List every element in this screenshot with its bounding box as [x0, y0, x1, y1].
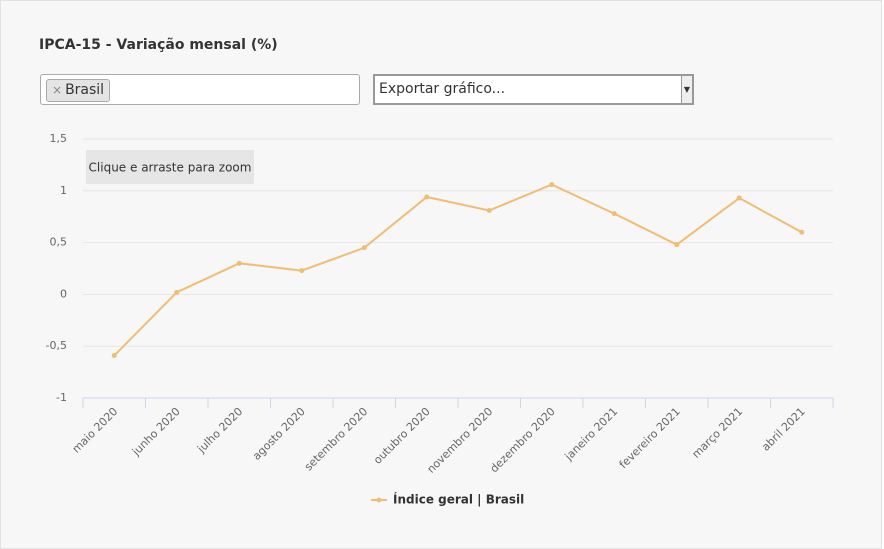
x-tick-label: dezembro 2020 — [488, 405, 558, 475]
y-tick-label: 0 — [60, 287, 67, 300]
x-tick-label: maio 2020 — [70, 405, 121, 456]
y-tick-label: -1 — [56, 391, 67, 404]
chart-title: IPCA-15 - Variação mensal (%) — [39, 37, 278, 53]
x-tick-label: janeiro 2021 — [562, 405, 621, 464]
point — [736, 195, 742, 201]
x-tick-label: julho 2020 — [194, 405, 245, 456]
x-tick-label: abril 2021 — [759, 405, 808, 454]
y-tick-label: -0,5 — [46, 339, 67, 352]
tag-select[interactable]: × Brasil — [40, 74, 360, 105]
point — [674, 242, 680, 248]
point — [424, 194, 430, 200]
x-tick-label: agosto 2020 — [250, 405, 308, 463]
y-tick-label: 0,5 — [50, 236, 68, 249]
zoom-hint-box — [86, 150, 254, 184]
point — [549, 182, 555, 188]
x-tick-label: novembro 2020 — [425, 405, 496, 476]
point — [111, 353, 117, 359]
tag-remove[interactable]: × — [52, 83, 63, 97]
point — [611, 211, 617, 217]
legend-marker — [376, 497, 382, 503]
line — [113, 183, 803, 357]
y-tick-label: 1,5 — [50, 132, 68, 145]
point — [236, 260, 242, 266]
tag-label: Brasil — [65, 82, 105, 98]
x-tick-label: fevereiro 2021 — [617, 405, 683, 471]
point — [299, 268, 305, 274]
legend-label: Índice geral | Brasil — [393, 492, 524, 507]
point — [361, 245, 367, 251]
export-label: Exportar gráfico... — [379, 81, 506, 97]
point — [486, 207, 492, 213]
y-tick-label: 1 — [60, 184, 67, 197]
x-tick-label: setembro 2020 — [302, 405, 370, 473]
x-tick-label: outubro 2020 — [371, 405, 433, 467]
x-tick-label: junho 2020 — [129, 405, 183, 459]
x-tick-label: março 2021 — [689, 405, 745, 461]
dropdown-arrow[interactable]: ▼ — [681, 76, 692, 103]
export-select[interactable]: Exportar gráfico... ▼ — [373, 74, 694, 105]
tag[interactable]: × Brasil — [46, 79, 111, 102]
point — [174, 289, 180, 295]
zoom-hint: Clique e arraste para zoom — [89, 161, 252, 175]
point — [799, 229, 805, 235]
